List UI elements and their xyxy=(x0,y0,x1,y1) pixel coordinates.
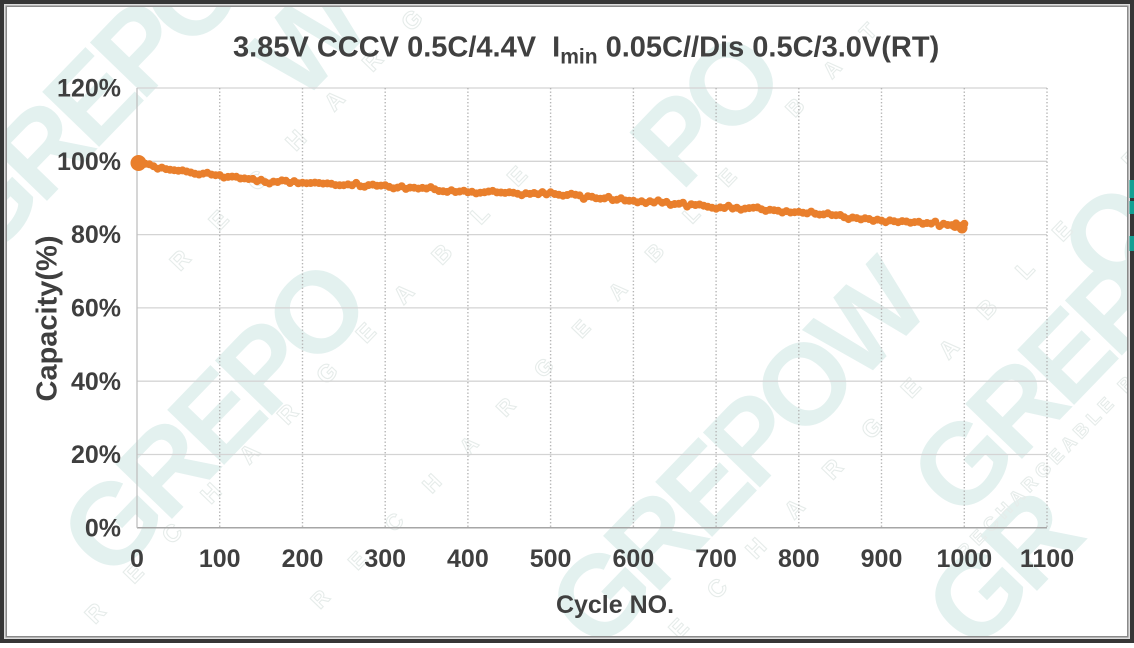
svg-text:Cycle NO.: Cycle NO. xyxy=(556,591,674,619)
svg-text:100: 100 xyxy=(199,545,241,573)
svg-text:200: 200 xyxy=(282,545,324,573)
svg-text:700: 700 xyxy=(695,545,737,573)
svg-text:80%: 80% xyxy=(71,221,121,249)
svg-text:20%: 20% xyxy=(71,441,121,469)
svg-text:900: 900 xyxy=(861,545,903,573)
svg-text:Capacity(%): Capacity(%) xyxy=(31,236,63,402)
svg-text:1000: 1000 xyxy=(936,545,992,573)
svg-text:400: 400 xyxy=(447,545,489,573)
svg-text:120%: 120% xyxy=(57,75,121,103)
svg-text:500: 500 xyxy=(530,545,572,573)
svg-text:600: 600 xyxy=(613,545,655,573)
svg-text:40%: 40% xyxy=(71,368,121,396)
svg-text:1100: 1100 xyxy=(1020,545,1074,573)
svg-text:0: 0 xyxy=(130,545,144,573)
svg-text:800: 800 xyxy=(778,545,820,573)
svg-text:300: 300 xyxy=(364,545,406,573)
svg-text:100%: 100% xyxy=(57,148,121,176)
svg-text:0%: 0% xyxy=(85,514,121,542)
svg-text:60%: 60% xyxy=(71,295,121,323)
